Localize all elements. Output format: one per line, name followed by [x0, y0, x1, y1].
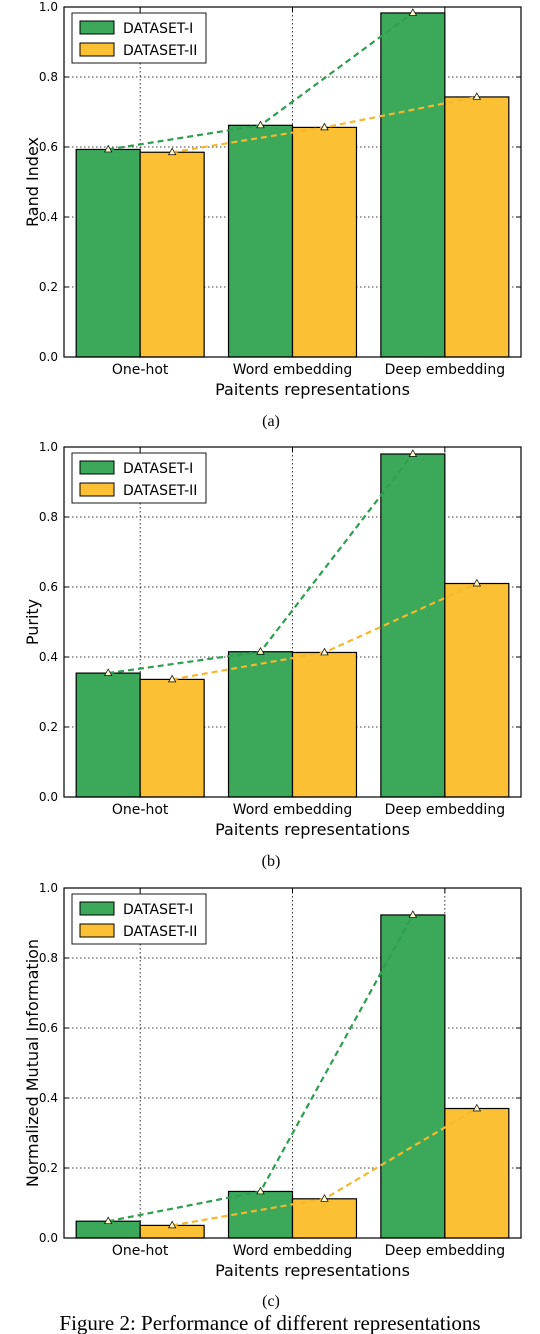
legend-swatch-1 [79, 901, 115, 916]
y-tick-label: 0.8 [39, 70, 58, 84]
legend-label-1: DATASET-I [123, 21, 193, 37]
y-axis-label: Rand Index [23, 137, 42, 227]
y-tick-label: 0.2 [39, 280, 58, 294]
x-axis-label: Paitents representations [215, 380, 410, 399]
bar-dataset-i-0 [75, 148, 141, 358]
x-tick-label: Deep embedding [385, 1243, 506, 1259]
bar-dataset-i-0 [75, 672, 141, 798]
legend-swatch-2 [79, 923, 115, 938]
legend-swatch-1 [79, 20, 115, 35]
bar-dataset-i-2 [380, 453, 446, 798]
bar-dataset-ii-1 [291, 126, 358, 358]
chart-panel-3: 0.0 0.2 0.4 0.6 0.8 1.0 One-hot Word embedding D… [23, 881, 522, 1310]
legend: DATASET-I DATASET-II [71, 893, 207, 945]
trend-point-marker [472, 578, 482, 587]
trend-point-marker [167, 1220, 177, 1229]
bar-dataset-i-1 [227, 1190, 294, 1239]
legend: DATASET-I DATASET-II [71, 12, 207, 64]
y-tick-label: 0.4 [39, 210, 58, 224]
bar-dataset-i-2 [380, 12, 446, 358]
legend-label-2: DATASET-II [123, 924, 197, 940]
y-tick-label: 0.6 [39, 580, 58, 594]
x-axis-label: Paitents representations [215, 1261, 410, 1280]
legend-label-2: DATASET-II [123, 43, 197, 59]
trend-point-marker [320, 1194, 329, 1202]
panel-label: (a) [262, 413, 280, 430]
bar-dataset-i-2 [380, 914, 446, 1239]
y-axis-label: Purity [23, 599, 42, 645]
trend-point-marker [408, 449, 418, 457]
x-tick-label: One-hot [112, 362, 169, 378]
trend-point-marker [320, 122, 329, 131]
legend-swatch-1 [79, 460, 115, 475]
y-tick-label: 0.0 [39, 790, 58, 804]
trend-point-marker [472, 92, 482, 100]
x-tick-label: Word embedding [233, 1243, 353, 1259]
y-axis-label: Normalized Mutual Information [23, 939, 42, 1187]
trend-point-marker [167, 674, 177, 683]
trend-point-marker [408, 910, 418, 918]
y-tick-label: 0.4 [39, 1091, 58, 1105]
bar-dataset-ii-0 [139, 151, 205, 358]
panel-label: (c) [262, 1293, 280, 1310]
trend-point-marker [256, 120, 265, 129]
bar-dataset-ii-2 [444, 582, 510, 798]
bar-dataset-ii-2 [444, 1107, 510, 1239]
legend-label-1: DATASET-I [123, 461, 193, 477]
trend-point-marker [103, 1216, 113, 1225]
bar-dataset-ii-2 [444, 96, 510, 358]
y-tick-label: 1.0 [39, 0, 58, 14]
chart-panel-2: 0.0 0.2 0.4 0.6 0.8 1.0 One-hot Word embedding D… [23, 440, 522, 870]
x-tick-label: Deep embedding [385, 362, 506, 378]
y-tick-label: 0.2 [39, 720, 58, 734]
x-tick-label: One-hot [112, 1243, 169, 1259]
axes-frame [63, 446, 522, 798]
trend-point-marker [256, 1186, 265, 1195]
y-tick-label: 0.2 [39, 1161, 58, 1175]
x-tick-label: Deep embedding [385, 802, 506, 818]
y-tick-label: 0.6 [39, 1021, 58, 1035]
trend-point-marker [472, 1103, 482, 1112]
bar-dataset-ii-0 [139, 678, 205, 798]
trend-line-dataset-i [107, 914, 414, 1223]
y-tick-label: 0.0 [39, 1231, 58, 1245]
legend-label-2: DATASET-II [123, 483, 197, 499]
y-tick-label: 0.8 [39, 510, 58, 524]
axes-frame [63, 887, 522, 1239]
y-tick-label: 1.0 [39, 440, 58, 454]
bar-dataset-ii-1 [291, 651, 358, 798]
legend-swatch-2 [79, 42, 115, 57]
x-tick-label: Word embedding [233, 362, 353, 378]
bar-dataset-i-1 [227, 651, 294, 798]
x-tick-label: One-hot [112, 802, 169, 818]
panel-label: (b) [262, 853, 281, 870]
y-tick-label: 0.6 [39, 140, 58, 154]
x-axis-label: Paitents representations [215, 820, 410, 839]
x-tick-label: Word embedding [233, 802, 353, 818]
trend-point-marker [320, 647, 329, 656]
y-tick-label: 0.0 [39, 350, 58, 364]
figure-caption: Figure 2: Performance of different repre… [59, 1312, 481, 1334]
axes-frame [63, 6, 522, 358]
y-tick-label: 1.0 [39, 881, 58, 895]
trend-point-marker [167, 147, 177, 156]
y-tick-label: 0.4 [39, 650, 58, 664]
legend: DATASET-I DATASET-II [71, 452, 207, 504]
legend-label-1: DATASET-I [123, 902, 193, 918]
y-tick-label: 0.8 [39, 951, 58, 965]
chart-panel-1: 0.0 0.2 0.4 0.6 0.8 1.0 One-hot Word embedding D… [23, 0, 522, 430]
legend-swatch-2 [79, 482, 115, 497]
bar-dataset-i-1 [227, 124, 294, 358]
trend-point-marker [408, 8, 418, 16]
bar-dataset-ii-1 [291, 1198, 358, 1239]
trend-point-marker [103, 144, 113, 153]
trend-point-marker [103, 668, 113, 676]
trend-point-marker [256, 647, 265, 655]
